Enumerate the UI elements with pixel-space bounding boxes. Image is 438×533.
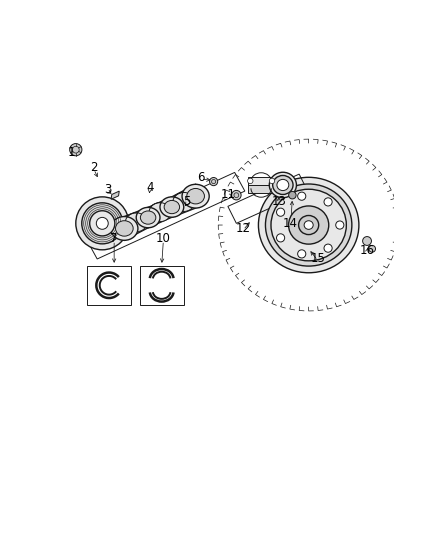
Ellipse shape [76,197,129,250]
Text: 1: 1 [67,146,75,158]
Polygon shape [111,191,119,199]
Circle shape [324,198,332,206]
Circle shape [369,245,375,252]
Text: 5: 5 [184,195,191,208]
Circle shape [289,191,296,199]
Ellipse shape [182,184,209,208]
Ellipse shape [304,221,313,229]
Text: 16: 16 [360,244,374,257]
Text: 10: 10 [156,232,171,245]
Text: 4: 4 [146,181,154,194]
Text: 3: 3 [104,183,111,196]
Text: 15: 15 [311,253,325,265]
Ellipse shape [82,203,123,244]
Polygon shape [248,177,276,185]
Ellipse shape [173,192,194,212]
Ellipse shape [265,184,352,266]
Ellipse shape [164,200,180,214]
Text: 11: 11 [220,188,235,201]
Ellipse shape [277,180,289,191]
Circle shape [269,178,275,184]
Ellipse shape [289,206,329,244]
Ellipse shape [269,172,297,198]
Ellipse shape [273,175,293,195]
Circle shape [247,178,253,184]
Ellipse shape [96,217,108,229]
Ellipse shape [111,216,138,240]
Ellipse shape [125,213,147,232]
Ellipse shape [187,189,205,204]
Circle shape [232,190,241,200]
Ellipse shape [90,211,115,236]
Ellipse shape [299,215,319,235]
Polygon shape [248,185,276,193]
Text: 6: 6 [197,171,205,184]
Ellipse shape [116,221,133,236]
Circle shape [298,250,306,258]
Text: 2: 2 [90,161,98,174]
Ellipse shape [136,207,160,228]
Circle shape [324,244,332,252]
Ellipse shape [149,203,171,222]
Circle shape [70,143,82,156]
Ellipse shape [160,197,184,217]
Circle shape [276,234,285,242]
Text: 12: 12 [236,222,251,235]
Circle shape [209,177,218,185]
Circle shape [363,237,371,245]
Text: 7: 7 [110,232,118,245]
Ellipse shape [271,189,346,261]
Circle shape [276,208,285,216]
Circle shape [336,221,344,229]
Text: 14: 14 [283,217,298,230]
Circle shape [298,192,306,200]
Text: 13: 13 [272,195,286,208]
Ellipse shape [258,177,359,273]
Ellipse shape [140,211,156,224]
